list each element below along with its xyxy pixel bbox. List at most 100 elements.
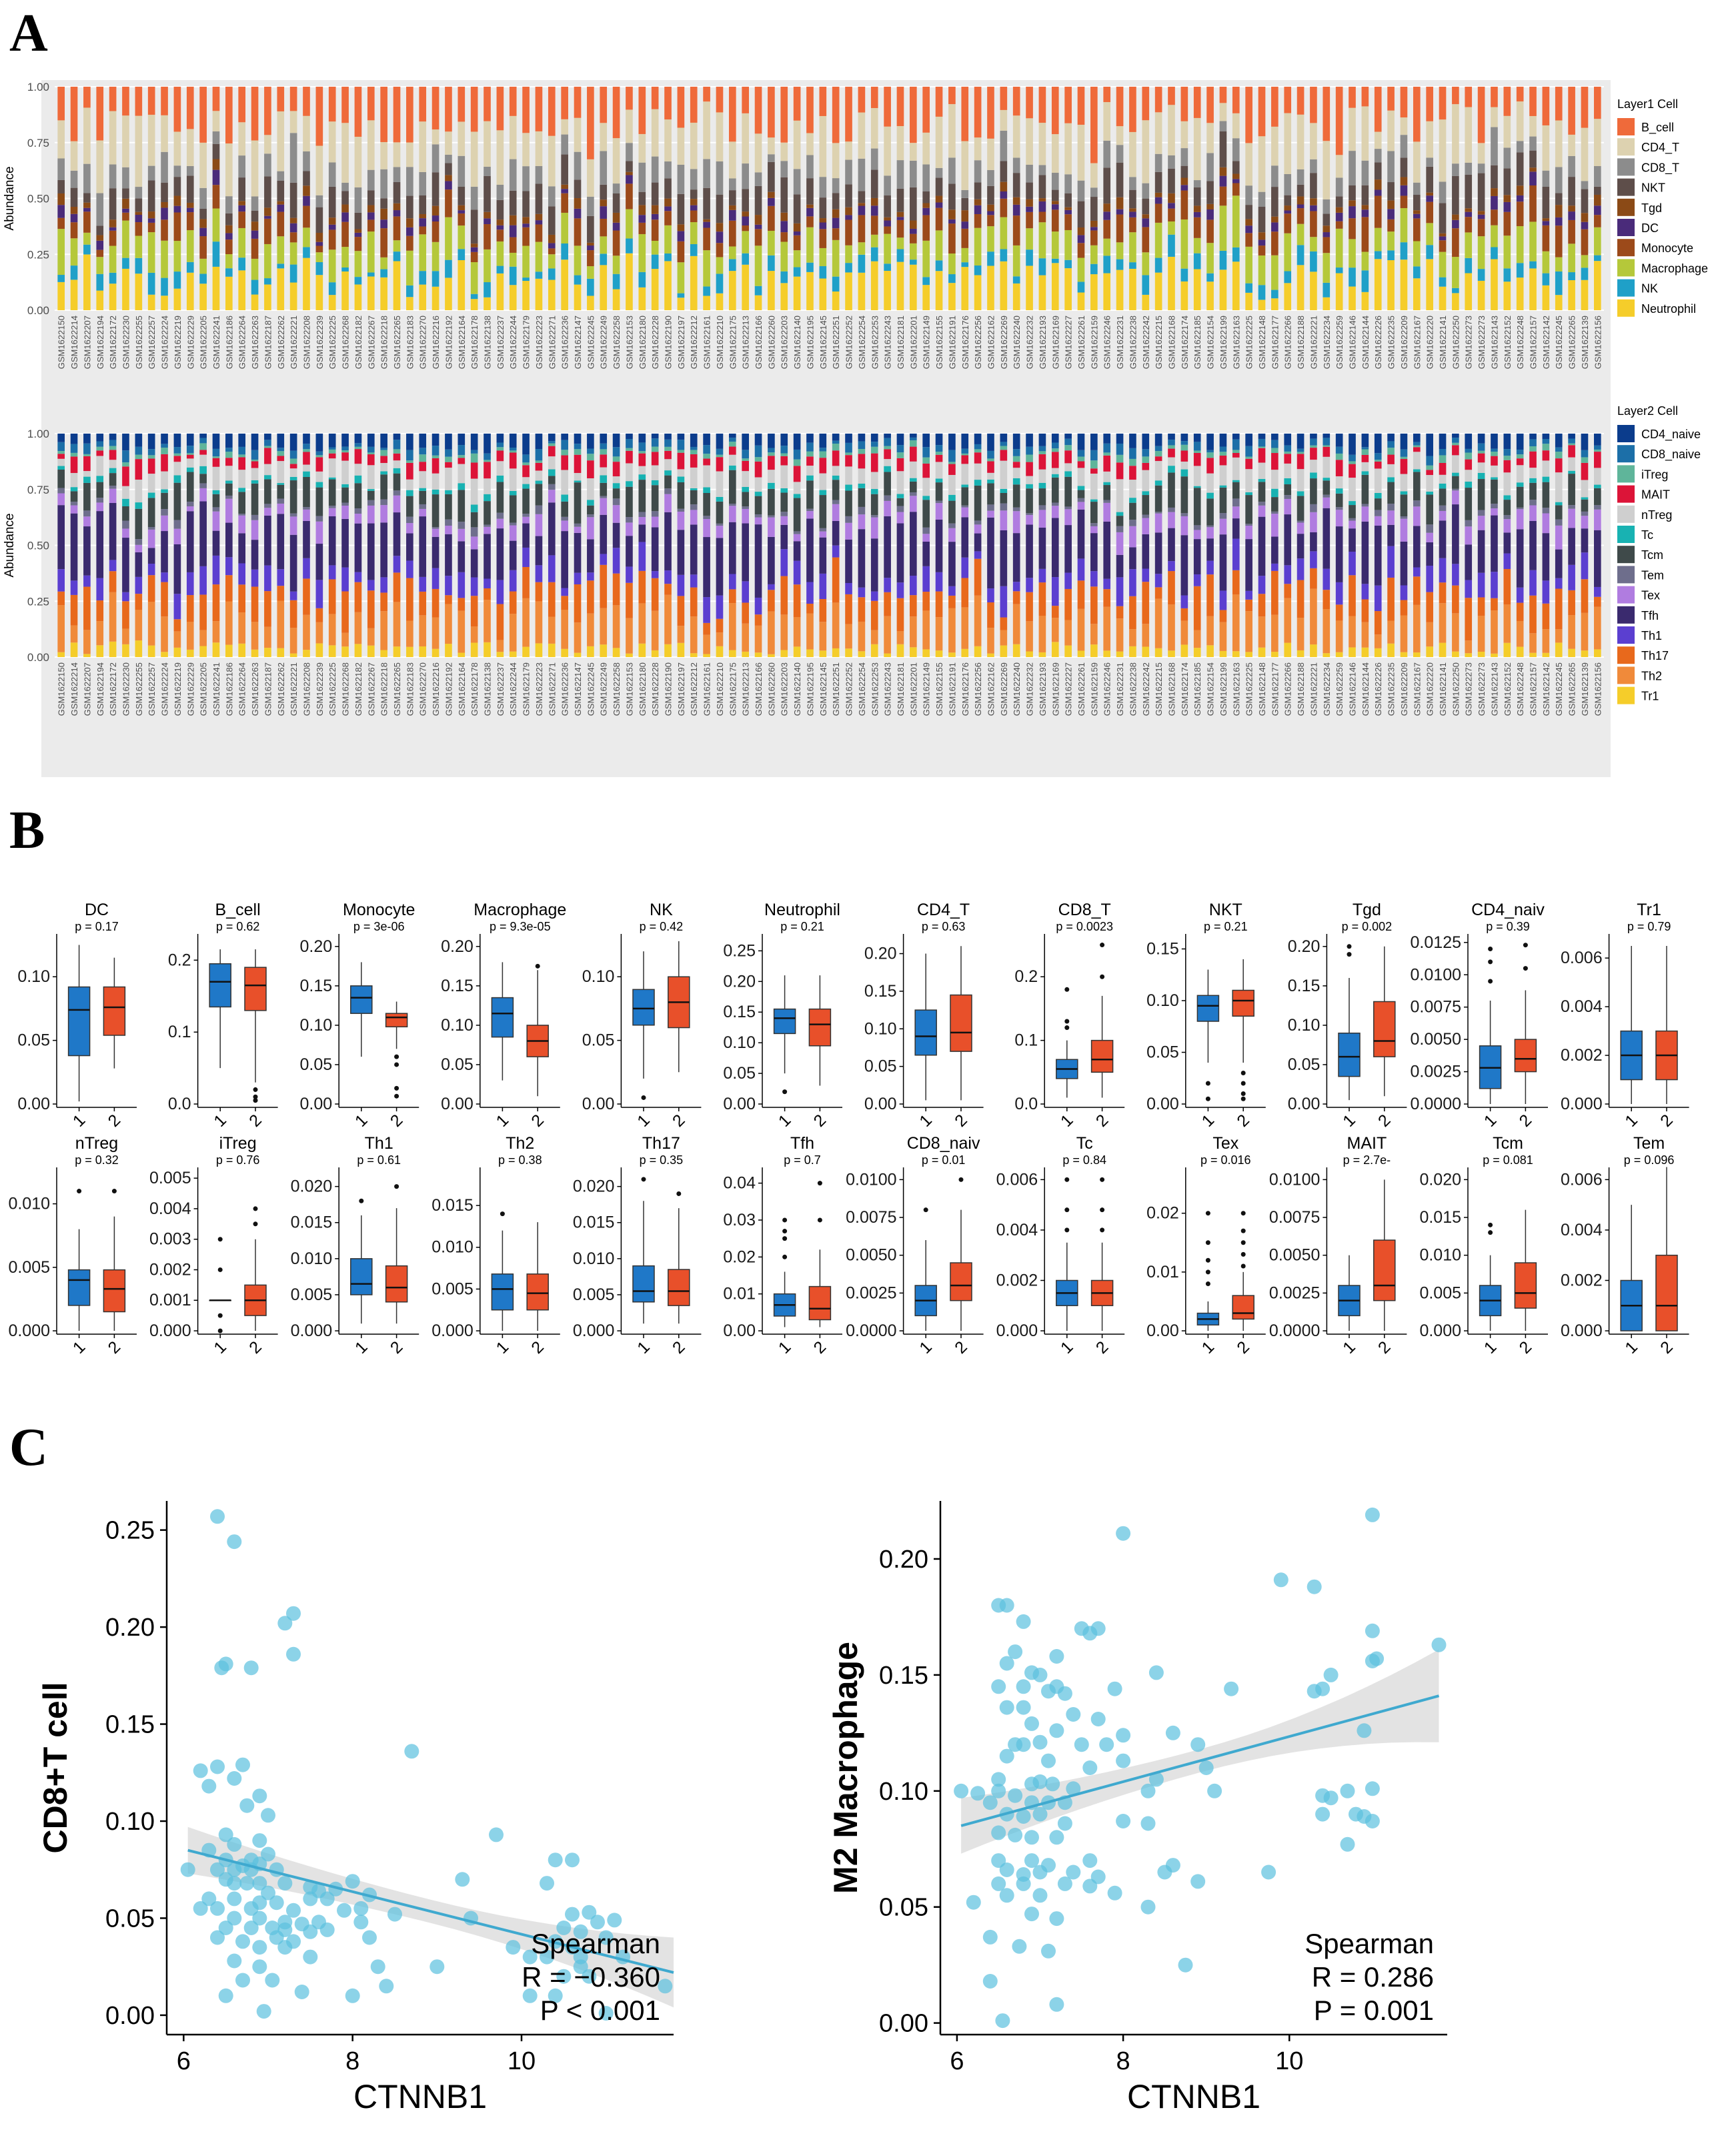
bar-segment-Tc [1103, 482, 1111, 486]
bar-segment-CD8_naive [535, 449, 543, 461]
bar-segment-CD8_naive [884, 438, 891, 446]
bar-segment-Th2 [587, 613, 594, 646]
bar-segment-DC [1465, 211, 1473, 217]
scatter-point [565, 1852, 580, 1868]
bar-segment-Th1 [600, 554, 608, 565]
bar-segment-Tr1 [83, 654, 91, 657]
bar-segment-Th1 [277, 569, 285, 586]
bar-segment-Th1 [612, 548, 620, 574]
bar-segment-Th2 [1064, 620, 1072, 646]
y-tick-label: 0.05 [17, 1031, 50, 1050]
bar-segment-Th1 [1413, 567, 1421, 577]
x-tick-label: GSM1622181 [896, 316, 906, 369]
bar-segment-Neutrophil [677, 298, 685, 310]
bar-segment-Tfh [458, 541, 466, 572]
bar-segment-MAIT [742, 460, 749, 472]
bar-segment-Tex [1323, 497, 1331, 508]
bar-segment-Th1 [341, 567, 349, 592]
bar-segment-Tfh [1542, 533, 1550, 581]
bar-segment-CD8_T [1193, 180, 1201, 187]
bar-segment-Tcm [1142, 495, 1150, 515]
bar-segment-iTreg [600, 449, 608, 455]
bar-segment-CD8_naive [1245, 446, 1252, 457]
bar-segment-Tr1 [484, 642, 491, 657]
y-tick-label: 0.15 [1288, 977, 1321, 995]
box-group-2 [950, 1262, 972, 1301]
bar-segment-Monocyte [1310, 211, 1317, 237]
bar-segment-CD4_T [1361, 106, 1369, 161]
x-tick-label: GSM1622203 [780, 316, 790, 369]
x-tick-label: GSM1622179 [522, 662, 532, 716]
bar-segment-Tr1 [1387, 643, 1395, 657]
x-tick-label: 1 [69, 1337, 89, 1358]
bar-segment-Tcm [122, 506, 129, 521]
bar-segment-Monocyte [1581, 229, 1589, 255]
bar-segment-Tem [587, 514, 594, 518]
bar-segment-Tcm [1542, 482, 1550, 508]
bar-segment-iTreg [458, 455, 466, 458]
bar-segment-Th1 [677, 574, 685, 596]
bar-segment-NK [1090, 263, 1098, 275]
bar-segment-Tc [1452, 472, 1459, 476]
bar-segment-Tfh [367, 523, 375, 580]
bar-segment-NK [922, 277, 930, 286]
bar-segment-Monocyte [289, 232, 297, 243]
bar-segment-NK [1323, 282, 1331, 298]
x-tick-label: GSM1622152 [1503, 662, 1513, 716]
bar-segment-iTreg [1090, 460, 1098, 469]
x-tick-label: GSM1622271 [547, 662, 557, 716]
scatter-point [1273, 1572, 1288, 1588]
y-tick-label: 0.0050 [1269, 1246, 1320, 1265]
y-tick-label: 0.003 [149, 1230, 191, 1249]
bar-segment-NK [1129, 262, 1136, 269]
x-tick-label: GSM1622139 [1580, 662, 1590, 716]
bar-segment-DC [612, 222, 620, 231]
bar-segment-B_cell [780, 87, 788, 143]
bar-segment-MAIT [484, 462, 491, 479]
bar-segment-B_cell [961, 87, 969, 141]
bar-segment-iTreg [109, 446, 117, 450]
bar-segment-CD8_naive [1491, 448, 1498, 452]
bar-segment-Th17 [1581, 579, 1589, 613]
x-tick-label: 2 [1516, 1337, 1536, 1358]
y-tick-label: 0.15 [723, 1003, 756, 1021]
bar-segment-Th1 [406, 560, 413, 578]
bar-segment-NKT [1129, 189, 1136, 209]
outlier-point [923, 1207, 928, 1213]
bar-segment-CD4_naive [780, 434, 788, 446]
bar-segment-CD4_naive [1219, 434, 1227, 447]
x-tick-label: GSM1622257 [147, 662, 157, 716]
bar-segment-B_cell [832, 87, 840, 143]
bar-segment-Monocyte [522, 227, 530, 246]
x-tick-label: GSM1622228 [650, 662, 660, 716]
bar-segment-Th1 [690, 574, 698, 588]
bar-segment-Tfh [1026, 524, 1033, 578]
bar-segment-NKT [1193, 187, 1201, 206]
bar-segment-Tem [716, 523, 724, 526]
bar-segment-Macrophage [57, 229, 65, 276]
bar-segment-NK [574, 275, 582, 285]
bar-segment-Th1 [651, 571, 659, 578]
bar-segment-CD8_T [341, 182, 349, 191]
bar-segment-Tcm [406, 496, 413, 517]
y-tick-label: 0.15 [441, 977, 474, 995]
bar-segment-B_cell [1064, 87, 1072, 123]
bar-segment-Tex [1516, 509, 1524, 530]
bar-segment-CD8_naive [354, 443, 362, 447]
bar-segment-Th2 [367, 628, 375, 646]
bar-segment-B_cell [1077, 87, 1085, 125]
bar-segment-iTreg [1271, 448, 1278, 454]
bar-segment-MAIT [1516, 458, 1524, 466]
bar-segment-iTreg [315, 455, 323, 458]
bar-segment-Macrophage [445, 217, 452, 260]
bar-segment-Tgd [1077, 227, 1085, 235]
bar-segment-Macrophage [574, 245, 582, 276]
bar-segment-nTreg [289, 468, 297, 477]
bar-segment-Th1 [289, 591, 297, 600]
bar-segment-B_cell [1232, 87, 1240, 113]
bar-segment-Monocyte [819, 229, 827, 248]
scatter-point [1041, 1753, 1056, 1768]
scatter-point [1140, 1783, 1156, 1798]
y-tick-label: 0.03 [723, 1211, 756, 1229]
bar-segment-Tr1 [96, 645, 104, 657]
